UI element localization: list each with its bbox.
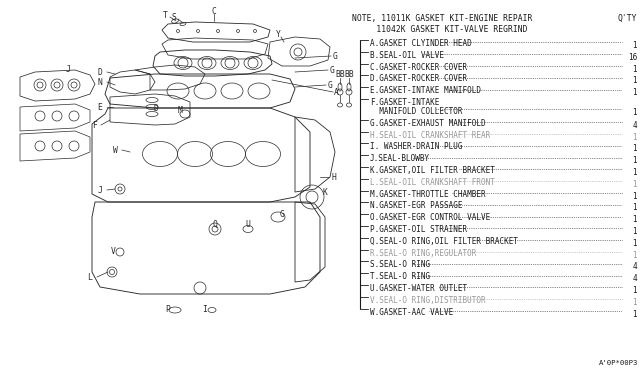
- Text: 16: 16: [628, 53, 637, 62]
- Text: K: K: [323, 187, 328, 196]
- Text: I. WASHER-DRAIN PLUG: I. WASHER-DRAIN PLUG: [370, 142, 463, 151]
- Text: P: P: [166, 305, 170, 314]
- Text: 1: 1: [632, 156, 637, 165]
- Text: W: W: [113, 145, 117, 154]
- Text: S.SEAL-O RING: S.SEAL-O RING: [370, 260, 430, 269]
- Text: F: F: [93, 121, 97, 129]
- Text: 1: 1: [632, 215, 637, 224]
- Text: Q'TY: Q'TY: [618, 14, 637, 23]
- Text: O.GASKET-EGR CONTROL VALVE: O.GASKET-EGR CONTROL VALVE: [370, 213, 490, 222]
- Text: 4: 4: [632, 121, 637, 130]
- Text: 1: 1: [632, 310, 637, 318]
- Text: T: T: [163, 10, 168, 19]
- Text: L: L: [88, 273, 92, 282]
- Text: NOTE, 11011K GASKET KIT-ENGINE REPAIR: NOTE, 11011K GASKET KIT-ENGINE REPAIR: [352, 14, 532, 23]
- Text: U.GASKET-WATER OUTLET: U.GASKET-WATER OUTLET: [370, 284, 467, 293]
- Text: 1: 1: [632, 88, 637, 97]
- Text: BB: BB: [335, 70, 345, 78]
- Text: 1: 1: [632, 251, 637, 260]
- Text: G: G: [328, 80, 332, 90]
- Text: J: J: [65, 64, 70, 74]
- Text: G: G: [333, 51, 337, 61]
- Text: H: H: [332, 173, 337, 182]
- Text: 4: 4: [632, 262, 637, 271]
- Text: 1: 1: [632, 286, 637, 295]
- Text: E: E: [97, 103, 102, 112]
- Text: G: G: [280, 209, 284, 218]
- Text: M.GASKET-THROTTLE CHAMBER: M.GASKET-THROTTLE CHAMBER: [370, 190, 486, 199]
- Text: C: C: [212, 6, 216, 16]
- Text: J.SEAL-BLOWBY: J.SEAL-BLOWBY: [370, 154, 430, 163]
- Text: J: J: [97, 186, 102, 195]
- Text: Q: Q: [212, 219, 218, 228]
- Text: F.GASKET-INTAKE: F.GASKET-INTAKE: [370, 98, 440, 107]
- Text: N.GASKET-EGR PASSAGE: N.GASKET-EGR PASSAGE: [370, 201, 463, 210]
- Text: 1: 1: [632, 132, 637, 142]
- Text: I: I: [203, 305, 207, 314]
- Text: A: A: [333, 87, 339, 96]
- Text: 1: 1: [632, 76, 637, 85]
- Text: MANIFOLD COLLECTOR: MANIFOLD COLLECTOR: [370, 107, 463, 116]
- Text: T.SEAL-O RING: T.SEAL-O RING: [370, 272, 430, 281]
- Text: C.GASKET-ROCKER COVER: C.GASKET-ROCKER COVER: [370, 62, 467, 71]
- Text: R.SEAL-O RING,REGULATOR: R.SEAL-O RING,REGULATOR: [370, 248, 476, 257]
- Text: 1: 1: [632, 192, 637, 201]
- Text: BB: BB: [344, 70, 354, 78]
- Text: U: U: [246, 219, 250, 228]
- Text: S: S: [172, 13, 177, 22]
- Text: 1: 1: [632, 41, 637, 50]
- Text: 1: 1: [632, 203, 637, 212]
- Text: E.GASKET-INTAKE MANIFOLD: E.GASKET-INTAKE MANIFOLD: [370, 86, 481, 95]
- Text: G: G: [330, 65, 335, 74]
- Text: A.GASKET CLYINDER HEAD: A.GASKET CLYINDER HEAD: [370, 39, 472, 48]
- Text: L.SEAL-OIL CRANKSHAFT FRONT: L.SEAL-OIL CRANKSHAFT FRONT: [370, 178, 495, 187]
- Text: 11042K GASKET KIT-VALVE REGRIND: 11042K GASKET KIT-VALVE REGRIND: [352, 25, 527, 33]
- Text: Q.SEAL-O RING,OIL FILTER BRACKET: Q.SEAL-O RING,OIL FILTER BRACKET: [370, 237, 518, 246]
- Text: 4: 4: [632, 274, 637, 283]
- Text: W.GASKET-AAC VALVE: W.GASKET-AAC VALVE: [370, 308, 453, 317]
- Text: D: D: [97, 67, 102, 77]
- Text: 1: 1: [632, 239, 637, 248]
- Text: B.SEAL-OIL VALVE: B.SEAL-OIL VALVE: [370, 51, 444, 60]
- Text: 1: 1: [632, 168, 637, 177]
- Text: 1: 1: [632, 227, 637, 236]
- Text: 1: 1: [632, 144, 637, 153]
- Text: V.SEAL-O RING,DISTRIBUTOR: V.SEAL-O RING,DISTRIBUTOR: [370, 296, 486, 305]
- Text: P.GASKET-OIL STRAINER: P.GASKET-OIL STRAINER: [370, 225, 467, 234]
- Text: Y: Y: [276, 29, 280, 38]
- Text: V: V: [111, 247, 115, 257]
- Text: 1: 1: [632, 65, 637, 74]
- Text: N: N: [97, 77, 102, 87]
- Text: 1: 1: [632, 180, 637, 189]
- Text: K.GASKET,OIL FILTER BRACKET: K.GASKET,OIL FILTER BRACKET: [370, 166, 495, 175]
- Text: M: M: [177, 106, 182, 115]
- Text: G.GASKET-EXHAUST MANIFOLD: G.GASKET-EXHAUST MANIFOLD: [370, 119, 486, 128]
- Text: H.SEAL-OIL CRANKSHAFT REAR: H.SEAL-OIL CRANKSHAFT REAR: [370, 131, 490, 140]
- Text: 1: 1: [632, 298, 637, 307]
- Text: 1: 1: [632, 108, 637, 117]
- Text: D: D: [154, 103, 159, 112]
- Text: D.GASKET-ROCKER COVER: D.GASKET-ROCKER COVER: [370, 74, 467, 83]
- Text: A'0P*00P3: A'0P*00P3: [598, 360, 638, 366]
